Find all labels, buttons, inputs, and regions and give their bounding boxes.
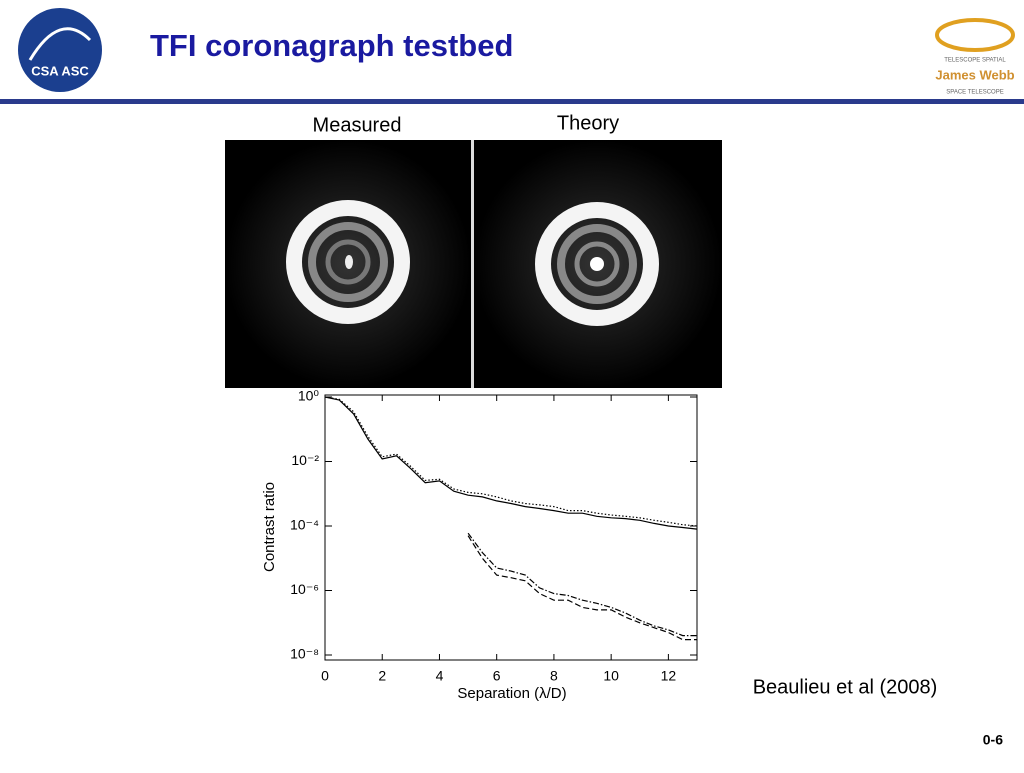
logo-text: TELESCOPE SPATIAL	[944, 58, 1006, 64]
logo-text: SPACE TELESCOPE	[946, 90, 1003, 96]
series-line	[467, 535, 697, 641]
source-note: Beaulieu et al (2008)	[753, 676, 938, 698]
image-divider	[471, 140, 474, 388]
x-tick-label: 0	[321, 668, 329, 684]
x-tick-label: 8	[550, 668, 558, 684]
image-label: Measured	[313, 114, 402, 136]
series-line	[324, 396, 698, 527]
x-tick-label: 4	[436, 668, 444, 684]
header-rule	[0, 99, 1024, 104]
x-tick-label: 12	[661, 668, 677, 684]
series-line	[324, 396, 698, 530]
y-tick-label: 10⁻²	[291, 452, 319, 468]
logo-swoosh	[28, 27, 92, 61]
slide-title: TFI coronagraph testbed	[150, 28, 513, 63]
jwst-logo	[935, 18, 1015, 52]
y-axis-label: Contrast ratio	[261, 482, 278, 572]
y-tick-label: 10⁻⁸	[290, 646, 319, 662]
logo-text: James Webb	[935, 67, 1014, 82]
theory-image	[474, 140, 722, 388]
measured-image	[225, 140, 471, 388]
page-number: 0-6	[983, 732, 1003, 748]
image-label: Theory	[557, 112, 619, 134]
x-axis-label: Separation (λ/D)	[457, 685, 566, 702]
series-line	[467, 532, 697, 637]
x-tick-label: 10	[603, 668, 619, 684]
x-tick-label: 2	[378, 668, 386, 684]
y-tick-label: 10⁻⁴	[290, 517, 319, 533]
x-tick-label: 6	[493, 668, 501, 684]
y-tick-label: 10⁻⁶	[290, 581, 319, 597]
csa-logo	[18, 8, 102, 92]
plot-frame	[324, 394, 698, 661]
logo-text: CSA ASC	[31, 63, 89, 78]
y-tick-label: 10⁰	[298, 388, 320, 404]
